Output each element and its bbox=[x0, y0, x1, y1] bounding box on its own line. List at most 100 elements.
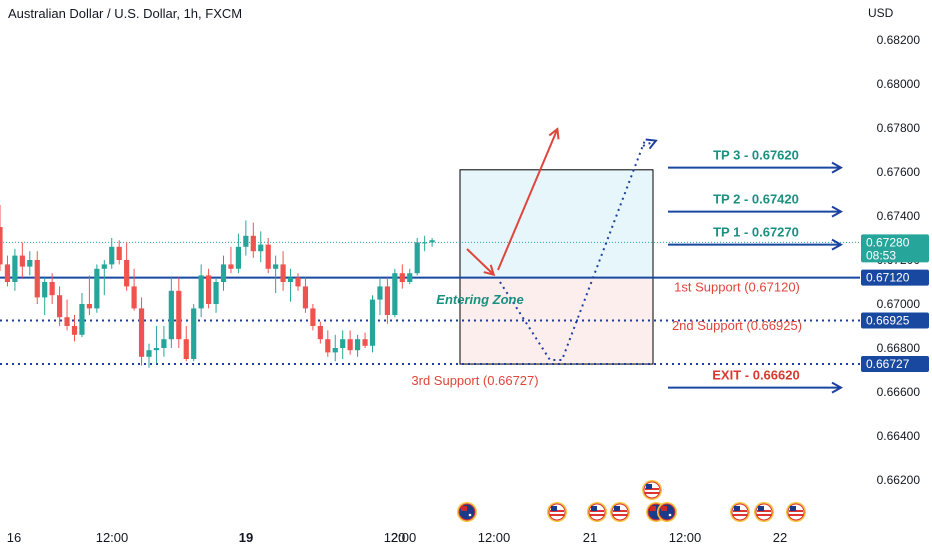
candle bbox=[377, 286, 383, 300]
candle bbox=[429, 240, 435, 243]
candle bbox=[49, 282, 55, 296]
candle bbox=[109, 246, 115, 265]
candle bbox=[384, 286, 390, 315]
candle bbox=[362, 339, 368, 346]
candle bbox=[332, 348, 338, 353]
candle bbox=[347, 339, 353, 351]
flag-stripe bbox=[590, 514, 604, 516]
y-tick-label: 0.68200 bbox=[877, 33, 921, 47]
x-tick-label: 12:00 bbox=[384, 530, 417, 545]
flag-canton bbox=[551, 506, 557, 511]
y-tick-label: 0.67800 bbox=[877, 121, 921, 135]
flag-canton bbox=[790, 506, 796, 511]
candle bbox=[183, 339, 189, 359]
position-box bbox=[459, 169, 654, 365]
target-label: EXIT - 0.66620 bbox=[712, 368, 799, 383]
candle bbox=[161, 339, 167, 348]
candle bbox=[86, 304, 92, 309]
y-tick-label: 0.67600 bbox=[877, 165, 921, 179]
y-tick-label: 0.67400 bbox=[877, 209, 921, 223]
candle bbox=[310, 308, 316, 326]
candle bbox=[295, 277, 301, 287]
flag-canton bbox=[646, 484, 652, 489]
support-2-price-tag-text: 0.66925 bbox=[866, 314, 910, 328]
y-tick-label: 0.66200 bbox=[877, 473, 921, 487]
candle bbox=[71, 326, 78, 335]
target-label: TP 2 - 0.67420 bbox=[713, 192, 799, 207]
y-tick-label: 0.66400 bbox=[877, 429, 921, 443]
candle bbox=[235, 246, 241, 269]
us-flag-icon bbox=[642, 480, 662, 500]
candle bbox=[198, 275, 204, 309]
au-flag-icon bbox=[457, 502, 477, 522]
candle bbox=[94, 268, 100, 309]
candle bbox=[392, 273, 398, 315]
candle bbox=[34, 260, 40, 298]
x-tick-label: 21 bbox=[583, 530, 597, 545]
candle bbox=[258, 244, 264, 252]
candle bbox=[355, 339, 361, 351]
candle bbox=[124, 260, 130, 287]
support-2-label: 2nd Support (0.66925) bbox=[672, 318, 802, 333]
y-tick-label: 0.68000 bbox=[877, 77, 921, 91]
projection-dotted-path bbox=[499, 139, 646, 361]
support-3-price-tag-text: 0.66727 bbox=[866, 357, 910, 371]
us-flag-icon bbox=[610, 502, 630, 522]
x-tick-label: 20 bbox=[391, 530, 405, 545]
candle bbox=[265, 244, 271, 269]
candle bbox=[220, 264, 227, 282]
candle bbox=[153, 348, 160, 351]
y-tick-label: 0.66800 bbox=[877, 341, 921, 355]
x-tick-label: 16 bbox=[7, 530, 21, 545]
flag-canton bbox=[661, 506, 667, 511]
candle bbox=[213, 282, 219, 304]
entry-price-tag bbox=[861, 269, 929, 286]
flag-stripe bbox=[613, 514, 627, 516]
current-price-tag-text: 08:53 bbox=[866, 248, 896, 262]
symbol-title: Australian Dollar / U.S. Dollar, 1h, FXC… bbox=[8, 6, 243, 21]
candle bbox=[146, 350, 152, 357]
candle bbox=[243, 235, 249, 247]
y-tick-label: 0.67000 bbox=[877, 297, 921, 311]
us-flag-icon bbox=[547, 502, 567, 522]
flag-stripe bbox=[645, 492, 659, 494]
target-zone bbox=[460, 169, 653, 278]
flag-canton bbox=[591, 506, 597, 511]
x-tick-label: 19 bbox=[239, 530, 253, 545]
entry-price-tag-text: 0.67120 bbox=[866, 271, 910, 285]
candle bbox=[116, 246, 122, 260]
candle bbox=[280, 264, 286, 282]
candle bbox=[168, 290, 174, 340]
candle bbox=[79, 304, 85, 335]
us-flag-icon bbox=[786, 502, 806, 522]
candle bbox=[4, 264, 11, 282]
support-3-label: 3rd Support (0.66727) bbox=[411, 373, 538, 388]
candle bbox=[12, 255, 18, 282]
candle bbox=[250, 235, 256, 252]
candle bbox=[0, 227, 3, 265]
candle bbox=[369, 299, 376, 346]
candle bbox=[27, 260, 33, 267]
candle bbox=[138, 308, 145, 357]
flag-canton bbox=[758, 506, 764, 511]
candle bbox=[407, 273, 413, 282]
support-3-price-tag bbox=[861, 356, 929, 373]
projection-arrow-down bbox=[466, 248, 493, 274]
entering-zone-label: Entering Zone bbox=[436, 292, 523, 307]
candle bbox=[131, 286, 137, 309]
support-1-label: 1st Support (0.67120) bbox=[674, 279, 800, 294]
flag-star bbox=[468, 513, 472, 517]
candle bbox=[422, 242, 428, 244]
us-flag-icon bbox=[587, 502, 607, 522]
candle bbox=[414, 242, 420, 274]
x-tick-label: 12:00 bbox=[669, 530, 702, 545]
candle bbox=[42, 282, 48, 298]
flag-star bbox=[668, 513, 672, 517]
flag-canton bbox=[734, 506, 740, 511]
x-tick-label: 12:00 bbox=[478, 530, 511, 545]
us-flag-icon bbox=[754, 502, 774, 522]
current-price-tag-text: 0.67280 bbox=[866, 235, 910, 249]
current-price-tag bbox=[861, 234, 929, 263]
